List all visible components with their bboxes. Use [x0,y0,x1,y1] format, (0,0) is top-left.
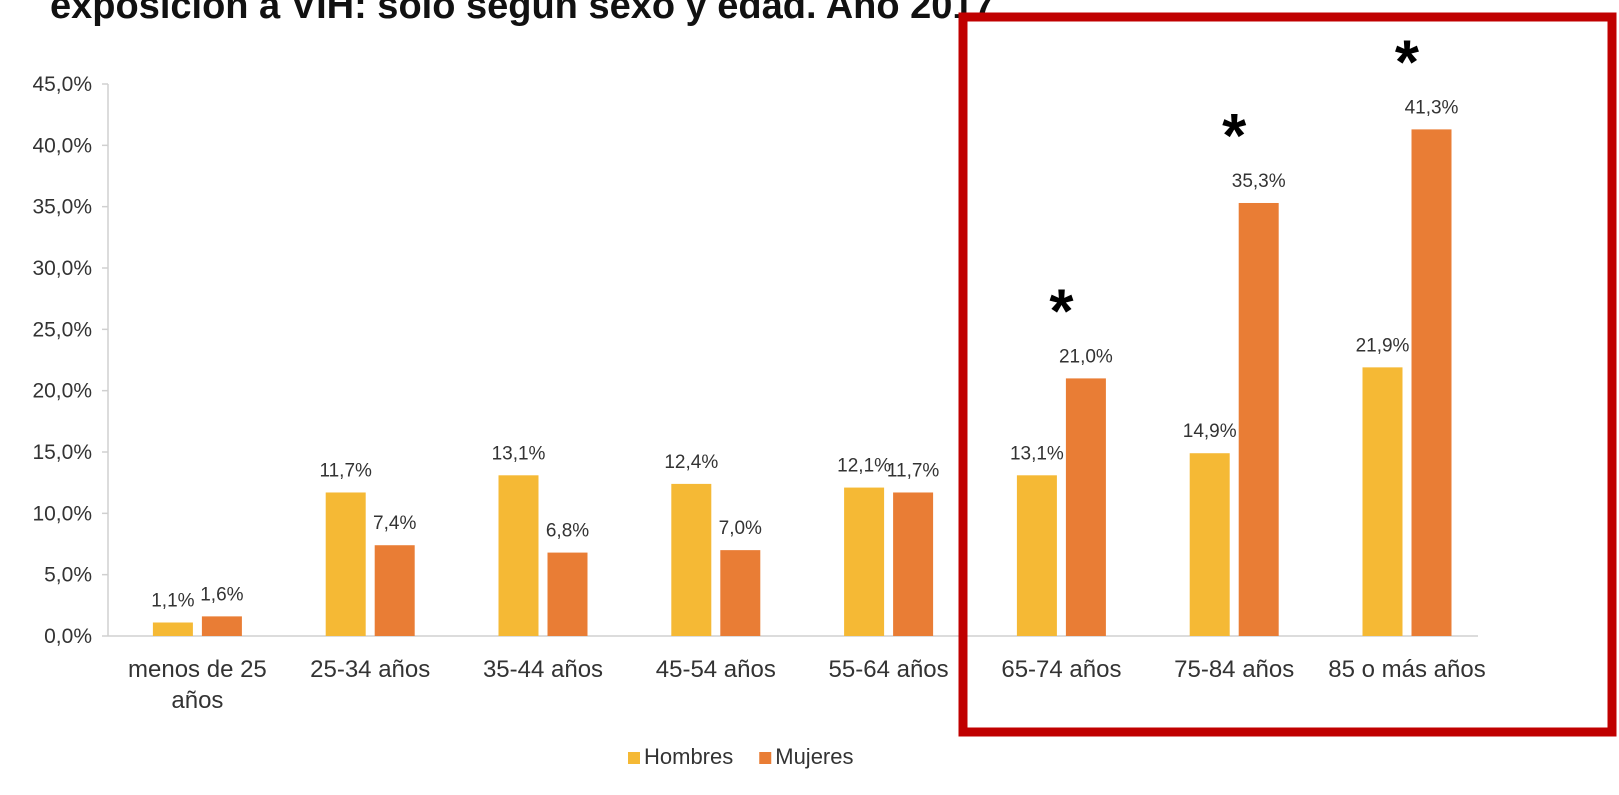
significance-asterisk: * [1395,28,1420,97]
legend-label-hombres: Hombres [644,744,733,769]
chart-title: exposición a VIH: solo según sexo y edad… [50,0,995,27]
data-label: 12,4% [664,452,718,473]
bar-mujeres [1412,129,1452,636]
x-tick-label: años [171,687,223,714]
data-label: 13,1% [1010,443,1064,464]
data-label: 14,9% [1183,421,1237,442]
legend-swatch-hombres [628,752,640,764]
y-tick-label: 35,0% [32,196,92,219]
y-tick-label: 15,0% [32,441,92,464]
bar-hombres [1363,367,1403,636]
y-tick-label: 5,0% [44,564,92,587]
bar-mujeres [1239,203,1279,636]
x-tick-label: 55-64 años [829,656,949,683]
bar-hombres [499,475,539,636]
y-tick-label: 10,0% [32,502,92,525]
bar-hombres [326,492,366,636]
bar-mujeres [202,616,242,636]
x-tick-label: 45-54 años [656,656,776,683]
significance-asterisk: * [1222,102,1247,171]
x-tick-label: 75-84 años [1174,656,1294,683]
bars [153,129,1452,636]
x-tick-label: menos de 25 [128,656,267,683]
data-label: 41,3% [1405,97,1459,118]
bar-hombres [844,488,884,636]
data-label: 35,3% [1232,171,1286,192]
y-tick-label: 40,0% [32,134,92,157]
y-tick-label: 0,0% [44,625,92,648]
legend-swatch-mujeres [759,752,771,764]
data-label: 13,1% [492,443,546,464]
bar-hombres [1190,453,1230,636]
bar-mujeres [893,492,933,636]
data-label: 1,1% [151,591,194,612]
data-label: 11,7% [319,460,372,481]
bar-mujeres [548,553,588,636]
x-tick-label: 85 o más años [1328,656,1485,683]
data-label: 12,1% [837,456,891,477]
y-tick-label: 20,0% [32,380,92,403]
bar-mujeres [720,550,760,636]
bar-hombres [1017,475,1057,636]
bar-hombres [671,484,711,636]
x-tick-label: 65-74 años [1001,656,1121,683]
data-label: 21,0% [1059,346,1113,367]
highlight-box [963,17,1612,732]
legend: Hombres Mujeres [628,744,854,769]
bar-hombres [153,623,193,636]
x-tick-label: 25-34 años [310,656,430,683]
data-label: 7,4% [373,513,416,534]
category-labels: menos de 25 años 25-34 años 35-44 años 45-54… [128,656,1486,714]
bar-mujeres [375,545,415,636]
data-label: 21,9% [1356,335,1410,356]
bar-mujeres [1066,378,1106,636]
y-tick-label: 45,0% [32,73,92,96]
data-label: 7,0% [719,518,762,539]
y-tick-label: 30,0% [32,257,92,280]
y-tick-label: 25,0% [32,318,92,341]
data-label: 1,6% [200,584,243,605]
significance-asterisk: * [1049,277,1074,346]
x-tick-label: 35-44 años [483,656,603,683]
data-label: 11,7% [887,460,940,481]
legend-label-mujeres: Mujeres [775,744,853,769]
data-label: 6,8% [546,521,589,542]
annotations: * * * [963,17,1612,732]
